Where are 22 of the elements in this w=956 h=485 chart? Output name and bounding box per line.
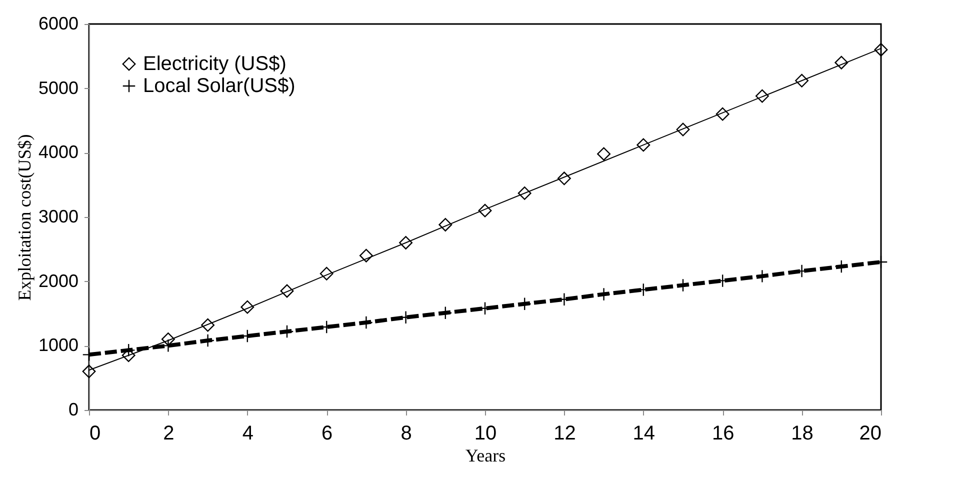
y-tick-label: 0 [68,400,78,420]
x-tick-label: 18 [791,422,814,444]
x-tick-label: 0 [90,422,101,444]
x-tick-label: 20 [859,422,882,444]
legend-label: Local Solar(US$) [143,75,296,97]
x-tick-label: 12 [554,422,576,444]
y-axis-title: Exploitation cost(US$) [14,134,34,301]
x-tick-label: 2 [163,422,174,444]
x-tick-label: 6 [322,422,333,444]
legend-label: Electricity (US$) [143,53,286,75]
y-tick-label: 1000 [38,335,78,356]
y-tick-label: 6000 [38,14,78,34]
x-tick-label: 8 [400,422,412,444]
x-tick-label: 10 [474,422,497,444]
y-tick-label: 2000 [38,270,78,291]
y-tick-label: 3000 [38,206,78,226]
x-axis-title: Years [465,446,506,466]
x-tick-label: 16 [712,422,734,444]
x-tick-label: 14 [632,422,656,444]
x-tick-label: 4 [242,422,254,444]
y-tick-label: 4000 [38,142,78,162]
y-tick-label: 5000 [38,78,78,98]
